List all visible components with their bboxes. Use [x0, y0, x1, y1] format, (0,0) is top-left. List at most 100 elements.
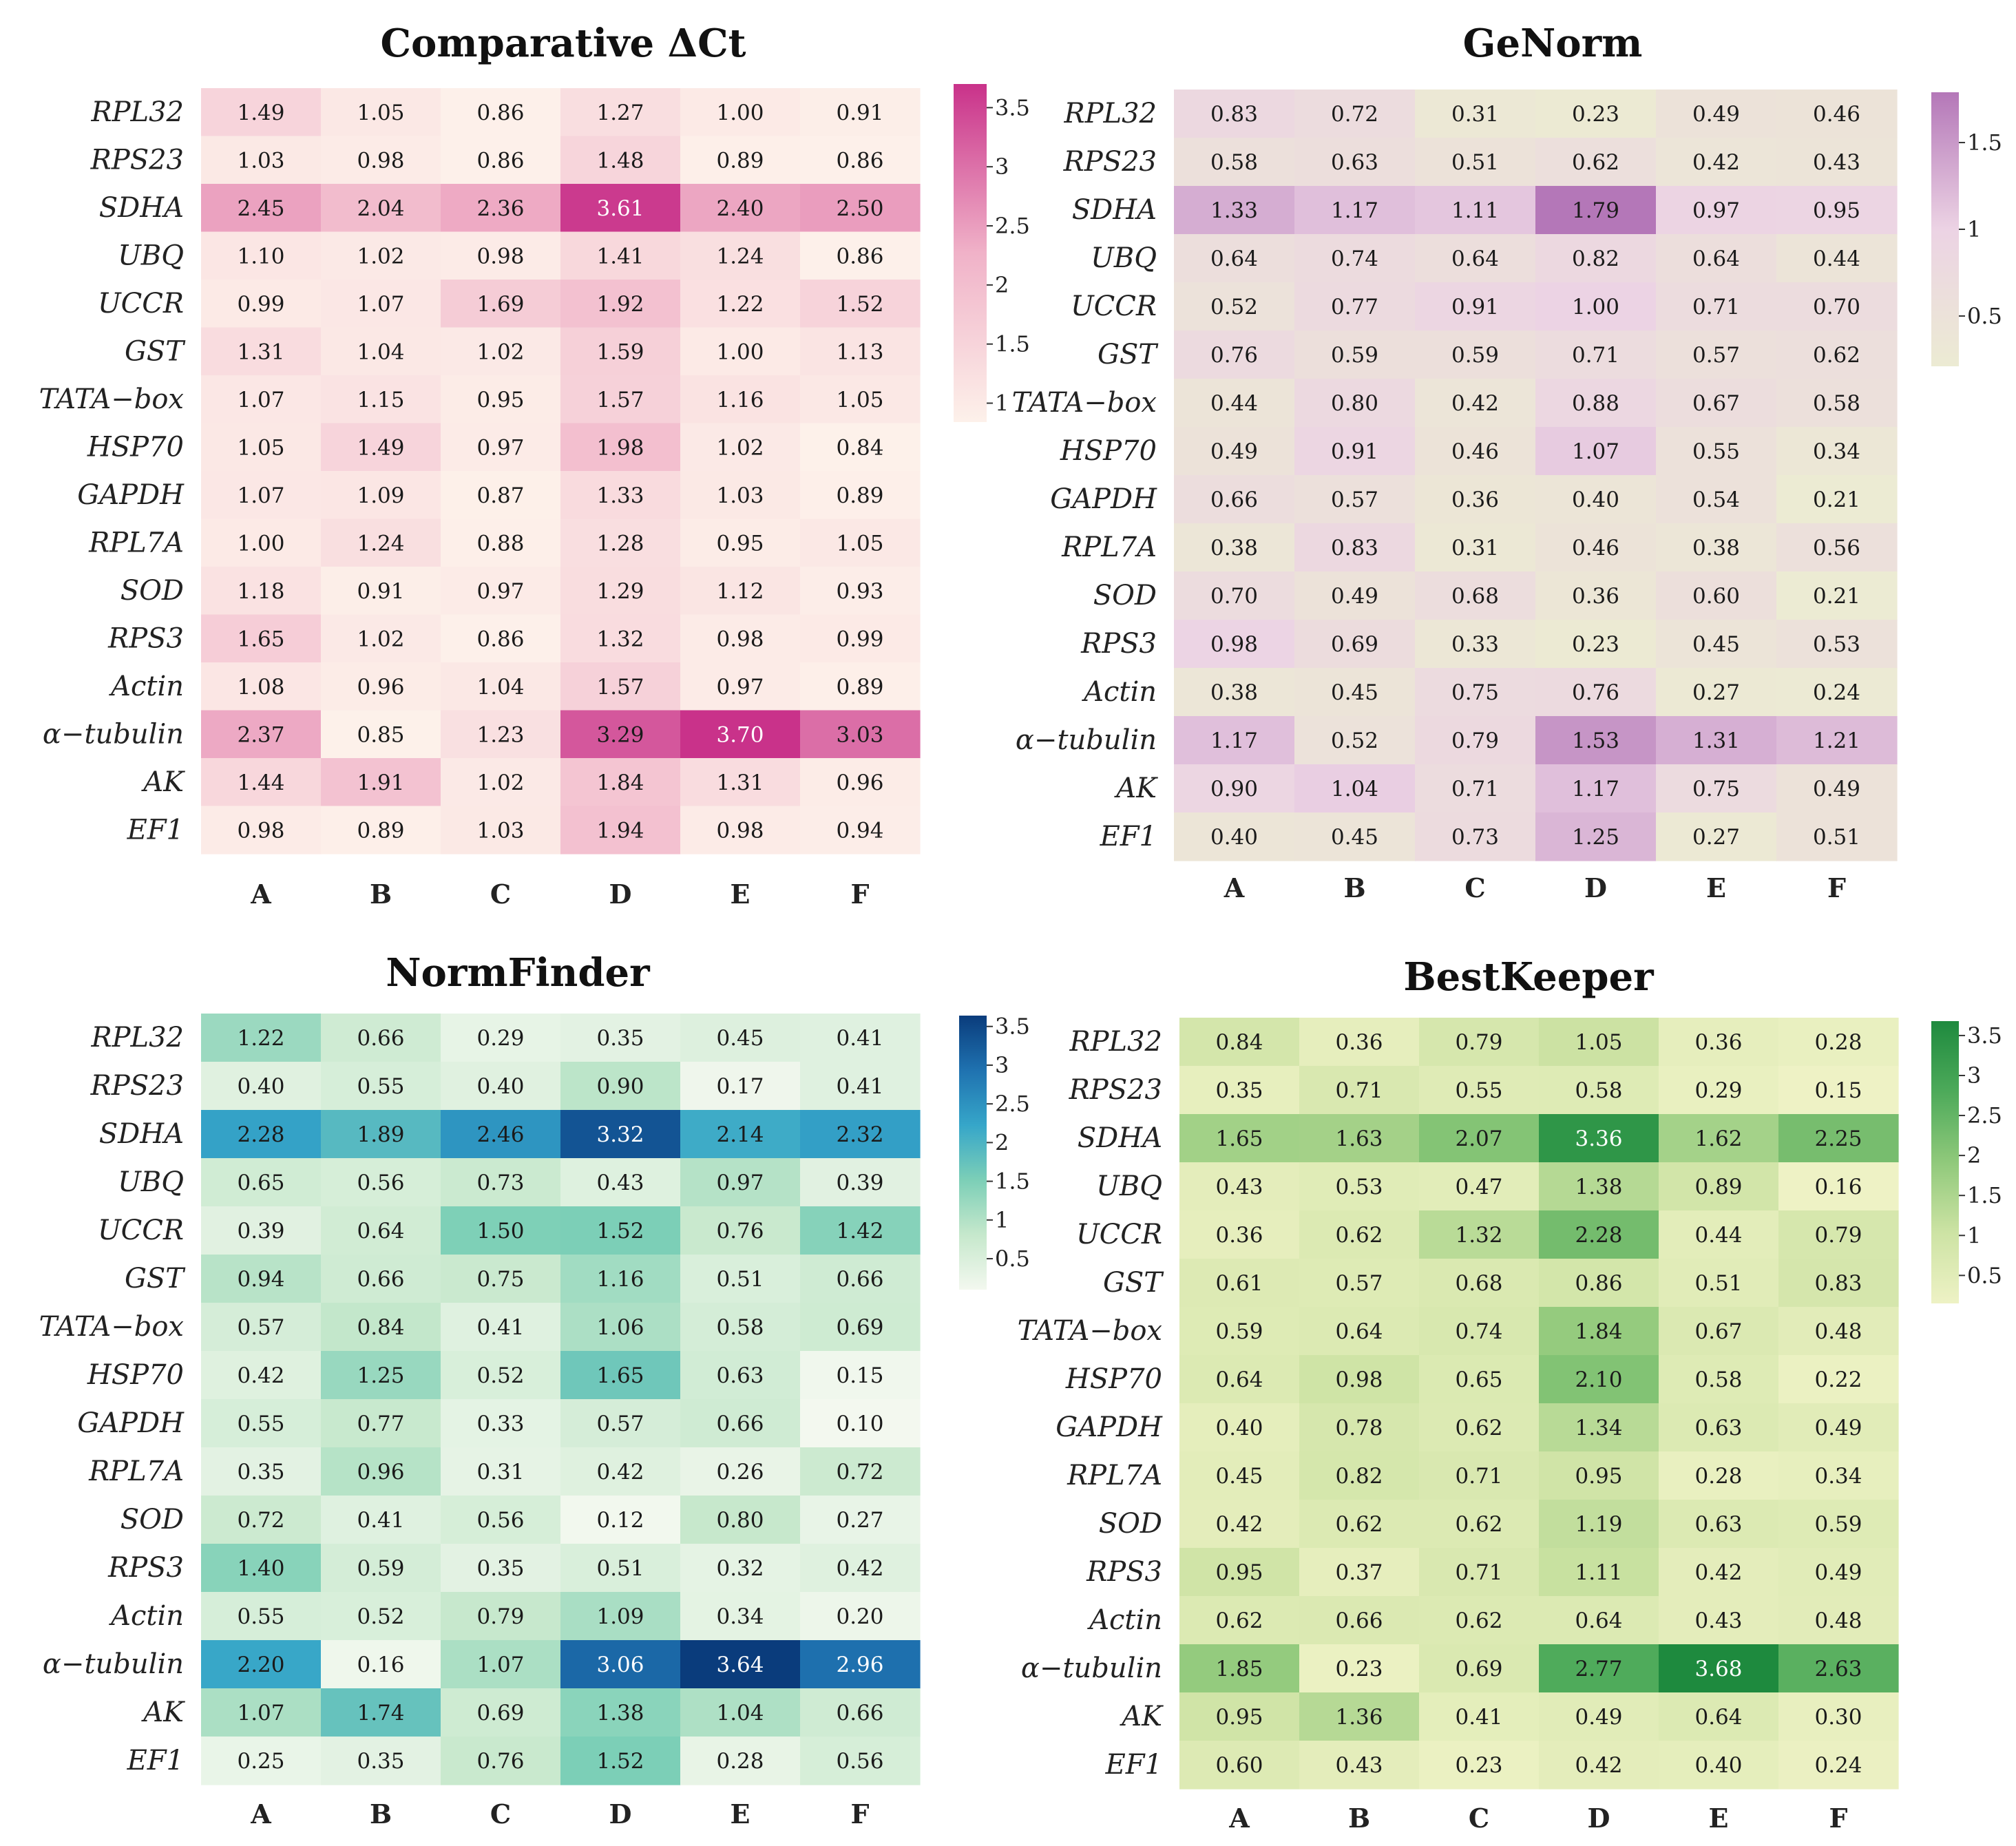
cell-value-label: 1.84: [596, 770, 644, 795]
cell-tata-box-a: [201, 375, 322, 424]
cell-sod-e: [680, 1496, 801, 1544]
row-label: SOD: [120, 1504, 184, 1535]
cell-gst-e: [680, 1255, 801, 1303]
cell-value-label: 0.95: [1215, 1705, 1263, 1730]
cell-sdha-a: [1179, 1114, 1300, 1163]
cell-rps23-b: [1294, 138, 1416, 187]
cell-value-label: 1.59: [596, 339, 644, 364]
cell-value-label: 0.31: [1451, 102, 1499, 127]
cell-ubq-a: [1174, 234, 1295, 283]
cell-value-label: 0.86: [836, 148, 883, 173]
cell-value-label: 1.33: [1210, 198, 1258, 223]
row-label: GST: [1103, 1267, 1164, 1299]
cell-value-label: 0.66: [716, 1412, 764, 1436]
cell-sod-c: [441, 1496, 561, 1544]
cell-rpl32-c: [1419, 1018, 1540, 1067]
cell-sdha-d: [560, 1110, 681, 1159]
column-label: B: [370, 1798, 392, 1829]
cell-value-label: 1.74: [357, 1701, 404, 1726]
cell-tata-box-d: [1539, 1307, 1659, 1356]
cell-rpl7a-e: [680, 518, 801, 567]
cell-value-label: 0.52: [1210, 295, 1258, 319]
cell-value-label: 1.03: [237, 148, 284, 173]
cell-rps3-e: [1656, 620, 1777, 669]
cell-value-label: 1.38: [596, 1701, 644, 1726]
cell-gapdh-b: [1299, 1403, 1420, 1452]
cell-value-label: 0.64: [1575, 1608, 1622, 1633]
cell-value-label: 0.35: [237, 1460, 284, 1485]
cell-actin-f: [1776, 668, 1898, 717]
cell-rpl32-e: [680, 88, 801, 137]
cell-gst-f: [1778, 1259, 1899, 1308]
colorbar-tick-label: 1: [995, 1207, 1009, 1233]
cell-value-label: 1.65: [596, 1363, 644, 1388]
cell-hsp70-c: [1419, 1355, 1540, 1404]
cell-value-label: 0.42: [1692, 150, 1740, 175]
row-label: HSP70: [87, 431, 184, 463]
cell-value-label: 0.85: [357, 722, 404, 747]
cell-ak-e: [680, 1688, 801, 1737]
cell-sod-a: [1179, 1500, 1300, 1549]
cell-value-label: 0.49: [1814, 1416, 1862, 1440]
cell-value-label: 0.98: [237, 818, 284, 843]
cell-value-label: 1.02: [357, 244, 404, 269]
cell-sod-c: [441, 567, 561, 616]
row-label: GAPDH: [1056, 1412, 1163, 1443]
cell-tata-box-b: [321, 375, 441, 424]
cell-value-label: 0.97: [476, 435, 524, 460]
cell-sod-d: [1539, 1500, 1659, 1549]
cell-sdha-f: [800, 184, 921, 233]
cell-value-label: 0.10: [836, 1412, 883, 1436]
cell-tata-box-f: [800, 1303, 921, 1352]
cell-value-label: 0.33: [1451, 632, 1499, 657]
cell-value-label: 0.74: [1331, 247, 1378, 271]
cell-ak-b: [321, 1688, 441, 1737]
cell-value-label: 0.43: [1813, 150, 1860, 175]
cell-sod-d: [560, 1496, 681, 1544]
cell-rps3-b: [321, 614, 441, 663]
cell-value-label: 0.66: [357, 1267, 404, 1292]
row-label: UBQ: [1091, 242, 1157, 274]
cell-value-label: 0.86: [836, 244, 883, 269]
cell-value-label: 0.89: [357, 818, 404, 843]
cell-rps23-b: [1299, 1066, 1420, 1115]
cell-value-label: 2.40: [716, 196, 764, 221]
cell-value-label: 1.16: [596, 1267, 644, 1292]
cell-value-label: 0.51: [1451, 150, 1499, 175]
colorbar-tick-label: 3: [1967, 1062, 1981, 1089]
cell-rps3-e: [680, 614, 801, 663]
cell-value-label: 0.64: [1335, 1319, 1383, 1344]
cell-sod-e: [680, 567, 801, 616]
cell-rpl7a-c: [1419, 1451, 1540, 1500]
cell-ak-c: [441, 1688, 561, 1737]
cell-value-label: 0.43: [1215, 1175, 1263, 1199]
colorbar-tick-label: 1.5: [1967, 1182, 2002, 1208]
cell-value-label: 0.97: [476, 579, 524, 604]
cell-value-label: 0.82: [1572, 247, 1619, 271]
column-label: C: [1464, 872, 1485, 903]
colorbar-tick-label: 3: [995, 1052, 1009, 1078]
cell-uccr-e: [1659, 1210, 1779, 1259]
cell-value-label: 0.98: [476, 244, 524, 269]
cell-value-label: 0.64: [357, 1219, 404, 1244]
cell-gst-a: [1174, 331, 1295, 379]
cell-sdha-a: [201, 184, 322, 233]
cell-value-label: 1.17: [1572, 777, 1619, 801]
cell-rps3-b: [321, 1544, 441, 1593]
cell-value-label: 1.31: [716, 770, 764, 795]
cell-rpl32-b: [321, 1014, 441, 1062]
row-label: AK: [1113, 773, 1158, 804]
cell-value-label: 2.50: [836, 196, 883, 221]
cell-rps3-f: [800, 1544, 921, 1593]
cell-rps3-f: [1778, 1548, 1899, 1597]
cell-rps23-f: [800, 136, 921, 185]
cell-actin-b: [1299, 1596, 1420, 1645]
cell-value-label: 0.69: [476, 1701, 524, 1726]
cell-value-label: 0.89: [836, 483, 883, 508]
cell-value-label: 0.33: [476, 1412, 524, 1436]
cell-value-label: 0.66: [357, 1026, 404, 1051]
cell-value-label: 0.40: [1215, 1416, 1263, 1440]
cell-sod-c: [1419, 1500, 1540, 1549]
cell-value-label: 0.23: [1455, 1753, 1502, 1778]
cell-ubq-a: [1179, 1162, 1300, 1211]
